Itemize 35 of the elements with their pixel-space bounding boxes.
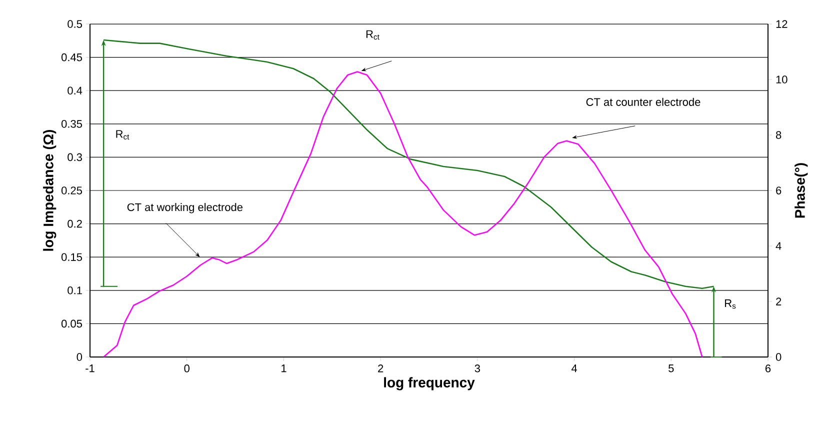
- x-tick-label: -1: [86, 364, 94, 372]
- line-series: [102, 71, 703, 357]
- annotation: R$_{ct}$: [366, 30, 380, 40]
- y2-axis-title: Phase(°): [794, 163, 808, 218]
- annotation: CT at counter electrode: [586, 98, 700, 106]
- x-tick-label: 1: [281, 364, 286, 372]
- y2-tick-label: 0: [776, 353, 782, 361]
- y-tick-label: 0.3: [68, 153, 82, 162]
- x-tick-label: 2: [378, 364, 384, 372]
- y2-tick-label: 6: [776, 186, 782, 194]
- y-tick-label: 0: [76, 353, 82, 361]
- y-axis-title: log Impedance (Ω): [43, 130, 56, 251]
- y-tick-label: 0.4: [68, 86, 82, 94]
- x-tick-label: 3: [474, 364, 480, 372]
- y2-tick-label: 10: [776, 76, 788, 84]
- x-tick-label: 6: [766, 364, 771, 372]
- y-tick-label: 0.05: [61, 320, 82, 328]
- x-tick-label: 0: [184, 364, 190, 372]
- annotation: CT at working electrode: [127, 203, 242, 214]
- y-tick-label: 0.5: [68, 20, 82, 28]
- annotation: R$_{ct}$: [116, 130, 130, 140]
- y-tick-label: 0.2: [68, 220, 82, 228]
- y-tick-label: 0.45: [61, 53, 82, 62]
- annotation: R$_{s}$: [725, 299, 736, 309]
- x-axis-title: log frequency: [384, 377, 475, 390]
- y2-tick-label: 4: [776, 242, 782, 250]
- y-tick-label: 0.35: [61, 120, 82, 128]
- y-tick-label: 0.1: [68, 286, 82, 294]
- y2-tick-label: 2: [776, 298, 782, 306]
- y2-tick-label: 8: [776, 131, 782, 139]
- x-tick-label: 5: [668, 364, 674, 372]
- y-tick-label: 0.25: [61, 186, 82, 194]
- y-tick-label: 0.15: [61, 253, 82, 261]
- y2-tick-label: 12: [776, 20, 788, 28]
- x-tick-label: 4: [571, 364, 578, 372]
